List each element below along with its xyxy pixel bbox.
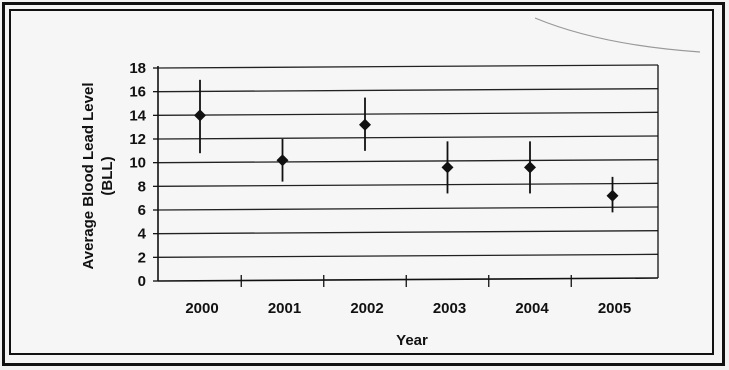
y-tick-label-10: 10 <box>129 155 146 172</box>
gridline-8 <box>157 182 659 187</box>
y-tick-label-18: 18 <box>129 60 146 77</box>
y-tick-label-6: 6 <box>138 202 146 219</box>
data-point-2004 <box>524 161 536 174</box>
x-axis-title: Year <box>396 332 428 349</box>
y-tick-label-14: 14 <box>129 107 146 124</box>
y-tick-label-16: 16 <box>129 84 146 101</box>
y-tick-label-0: 0 <box>138 273 146 290</box>
gridline-16 <box>157 88 659 93</box>
gridline-6 <box>157 206 659 211</box>
y-axis-title-line1: Average Blood Lead Level <box>80 82 97 269</box>
y-tick-label-12: 12 <box>129 131 146 148</box>
x-axis-line <box>157 277 659 282</box>
x-tick-label-2002: 2002 <box>350 300 383 317</box>
y-axis-title-line2: (BLL) <box>99 156 116 195</box>
y-tick-label-2: 2 <box>138 249 146 266</box>
data-point-2005 <box>606 189 619 202</box>
gridline-2 <box>157 253 659 258</box>
gridline-10 <box>157 159 659 164</box>
x-tick-label-2003: 2003 <box>433 300 466 317</box>
data-point-2002 <box>359 118 371 131</box>
x-tick-label-2000: 2000 <box>185 300 218 317</box>
y-tick-label-4: 4 <box>138 226 147 243</box>
y-tick-label-8: 8 <box>138 178 146 195</box>
gridline-4 <box>157 230 659 235</box>
x-tick-label-2004: 2004 <box>515 300 549 317</box>
data-point-2000 <box>194 109 206 122</box>
scan-artifact-curve <box>534 17 701 53</box>
gridline-14 <box>157 111 659 116</box>
x-tick-label-2001: 2001 <box>268 300 301 317</box>
data-point-2003 <box>441 161 454 174</box>
x-tick-label-2005: 2005 <box>598 300 631 317</box>
gridline-18 <box>157 64 659 69</box>
gridline-12 <box>157 135 659 140</box>
data-point-2001 <box>276 154 289 167</box>
